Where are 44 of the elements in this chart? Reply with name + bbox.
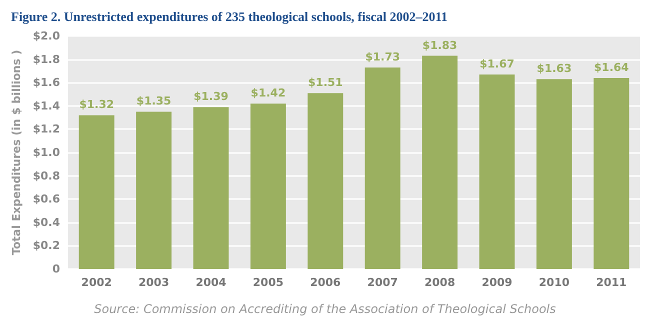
y-tick-label: $0.4: [32, 216, 60, 229]
data-label: $1.83: [422, 38, 458, 52]
y-axis-title: Total Expenditures (in $ billions ): [10, 50, 23, 256]
bar: [308, 93, 344, 269]
x-tick-label: 2002: [81, 276, 112, 289]
x-tick-label: 2004: [196, 276, 227, 289]
x-tick-label: 2006: [310, 276, 342, 289]
chart-title: Figure 2. Unrestricted expenditures of 235 theological schools, fiscal 2002–2011: [11, 9, 448, 24]
data-label: $1.32: [79, 98, 114, 112]
bar: [364, 67, 400, 269]
bar: [594, 78, 630, 269]
y-tick-label: $0.6: [32, 192, 60, 206]
x-tick-label: 2009: [482, 276, 512, 289]
y-tick-label: $1.6: [32, 76, 60, 90]
y-tick-label: $0.2: [32, 239, 60, 252]
y-tick-label: $2.0: [32, 30, 60, 42]
y-tick-label: $1.4: [32, 99, 60, 112]
data-label: $1.73: [365, 50, 400, 64]
x-tick-label: 2010: [538, 276, 570, 289]
bar: [422, 56, 458, 269]
data-label: $1.63: [536, 62, 572, 76]
x-tick-label: 2008: [424, 276, 456, 289]
y-tick-label: 0: [52, 262, 60, 276]
x-tick-label: 2005: [252, 276, 284, 289]
data-label: $1.35: [136, 94, 172, 108]
y-tick-label: $1.0: [32, 146, 60, 159]
data-label: $1.42: [250, 86, 286, 100]
bar: [193, 107, 229, 269]
data-label: $1.64: [594, 60, 630, 74]
bar: [536, 79, 572, 269]
bar: [78, 115, 114, 269]
bar: [136, 112, 172, 269]
y-tick-label: $1.8: [32, 52, 60, 66]
data-label: $1.39: [194, 90, 228, 104]
x-tick-label: 2007: [367, 276, 398, 289]
data-label: $1.67: [480, 57, 514, 70]
bar: [479, 74, 515, 269]
source-note: Source: Commission on Accrediting of the Association of Theological Schools: [94, 302, 556, 316]
y-tick-label: $1.2: [32, 122, 60, 136]
x-tick-label: 2011: [596, 276, 627, 289]
y-tick-label: $0.8: [32, 169, 60, 182]
data-label: $1.51: [308, 76, 343, 90]
x-tick-label: 2003: [138, 276, 170, 289]
bar: [250, 104, 286, 269]
